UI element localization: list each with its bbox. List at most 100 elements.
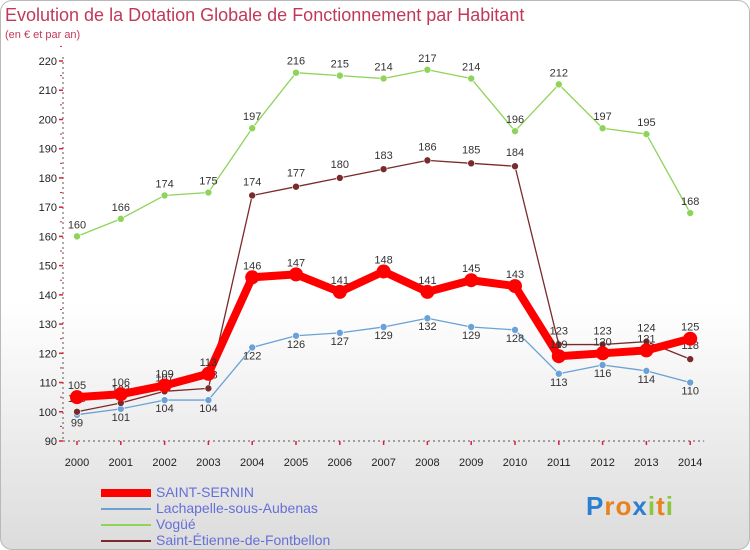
data-label: 110 — [681, 386, 699, 398]
data-label: 184 — [506, 147, 524, 159]
data-point — [157, 378, 172, 393]
proxiti-logo: Proxiti — [586, 491, 674, 521]
data-label: 197 — [243, 111, 261, 123]
data-label: 109 — [155, 368, 173, 380]
data-label: 146 — [243, 260, 261, 272]
data-label: 116 — [594, 368, 612, 380]
data-point — [73, 407, 81, 416]
data-label: 99 — [71, 418, 83, 430]
data-point — [335, 71, 344, 80]
data-point — [511, 162, 519, 171]
chart-subtitle: (en € et par an) — [5, 29, 81, 41]
data-label: 104 — [155, 403, 173, 415]
x-tick-label: 2005 — [284, 457, 308, 469]
data-point — [204, 396, 213, 404]
data-label: 175 — [199, 176, 217, 188]
data-label: 185 — [462, 144, 480, 156]
data-point — [379, 74, 388, 83]
data-point — [639, 343, 654, 358]
data-label: 123 — [593, 326, 611, 338]
data-label: 214 — [462, 62, 480, 74]
data-point — [376, 264, 391, 279]
data-point — [160, 396, 169, 404]
y-tick-label: 150 — [39, 261, 57, 273]
data-label: 168 — [681, 196, 699, 208]
x-tick-label: 2011 — [547, 457, 571, 469]
data-point — [117, 215, 125, 223]
x-tick-label: 2010 — [503, 457, 527, 469]
data-point — [335, 174, 344, 182]
legend-swatch — [101, 524, 151, 526]
data-point — [420, 284, 435, 299]
data-label: 121 — [637, 333, 655, 345]
y-tick-label: 190 — [39, 144, 57, 156]
data-label: 141 — [418, 275, 436, 287]
x-tick-label: 2014 — [678, 457, 702, 469]
data-label: 196 — [506, 114, 524, 126]
data-label: 132 — [418, 321, 436, 333]
data-label: 113 — [200, 357, 218, 369]
x-tick-label: 2002 — [152, 457, 176, 469]
data-label: 160 — [68, 219, 86, 231]
data-label: 124 — [637, 323, 655, 335]
data-label: 195 — [637, 117, 655, 129]
data-label: 114 — [638, 374, 656, 386]
data-point — [511, 127, 519, 135]
data-point — [160, 191, 169, 200]
data-point — [423, 314, 432, 323]
data-label: 122 — [243, 350, 261, 362]
data-point — [332, 284, 347, 299]
data-point — [686, 209, 695, 217]
legend-item: Vogüé — [101, 516, 401, 533]
y-tick-label: 180 — [39, 173, 57, 185]
data-label: 104 — [199, 403, 217, 415]
x-tick-label: 2003 — [196, 457, 220, 469]
data-point — [292, 331, 300, 340]
data-label: 125 — [681, 322, 699, 334]
data-point — [508, 279, 522, 294]
data-point — [423, 156, 432, 165]
data-point — [686, 355, 695, 363]
y-tick-label: 220 — [39, 56, 57, 68]
data-label: 214 — [374, 62, 392, 74]
legend-item: Saint-Étienne-de-Fontbellon — [101, 532, 401, 549]
y-tick-label: 90 — [45, 436, 57, 448]
data-label: 147 — [287, 257, 305, 269]
data-label: 128 — [506, 333, 524, 345]
y-tick-label: 100 — [39, 407, 57, 419]
data-label: 215 — [331, 59, 349, 71]
line-chart: 90 100 110 120 130 140 150 160 170 180 190 200 210 22… — [39, 45, 705, 469]
data-point — [201, 366, 216, 381]
legend-swatch — [101, 540, 151, 542]
data-label: 177 — [287, 168, 305, 180]
x-tick-label: 2012 — [590, 457, 614, 469]
x-tick-label: 2009 — [459, 457, 483, 469]
data-label: 145 — [462, 263, 480, 275]
data-label: 126 — [287, 339, 305, 351]
legend-label: SAINT-SERNIN — [156, 484, 255, 500]
data-label: 123 — [550, 326, 568, 338]
data-label: 119 — [550, 339, 568, 351]
data-label: 141 — [331, 275, 349, 287]
data-point — [467, 74, 476, 83]
data-label: 148 — [374, 254, 392, 266]
data-point — [467, 323, 476, 331]
data-label: 127 — [331, 336, 349, 348]
data-point — [642, 130, 651, 138]
data-label: 212 — [550, 67, 568, 79]
y-tick-label: 160 — [39, 231, 57, 243]
data-point — [423, 65, 432, 74]
data-label: 106 — [112, 377, 130, 389]
chart-title: Evolution de la Dotation Globale de Fonc… — [5, 5, 525, 25]
y-tick-label: 140 — [39, 290, 57, 302]
legend-label: Saint-Étienne-de-Fontbellon — [156, 532, 331, 548]
data-label: 101 — [112, 412, 130, 424]
y-tick-label: 210 — [39, 85, 57, 97]
data-label: 197 — [593, 111, 611, 123]
data-point — [245, 270, 260, 285]
data-point — [292, 182, 300, 191]
data-point — [551, 349, 566, 364]
legend-item: Lachapelle-sous-Aubenas — [101, 500, 401, 517]
data-point — [511, 326, 519, 334]
data-label: 174 — [155, 178, 173, 190]
